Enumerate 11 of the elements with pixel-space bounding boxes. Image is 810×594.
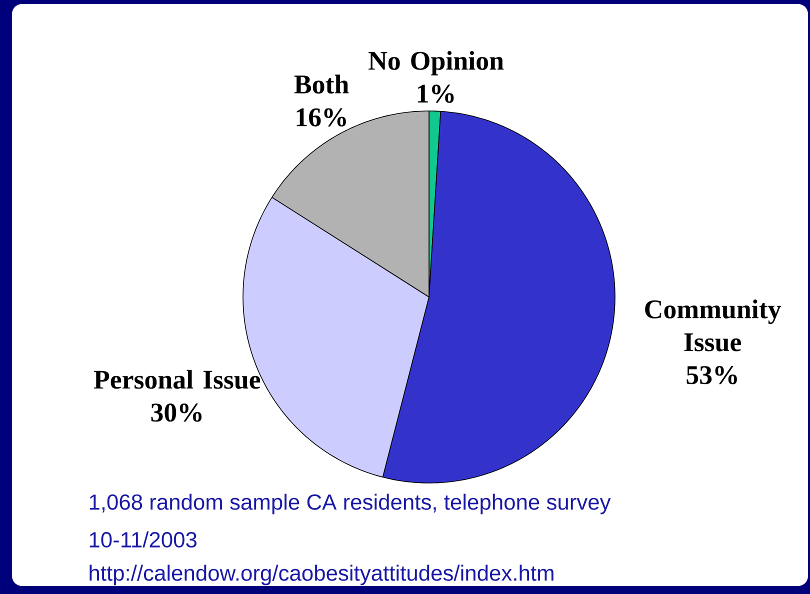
slice-label: Personal Issue [94, 370, 260, 389]
data-label: 30% [151, 404, 202, 422]
data-label: 53% [686, 366, 737, 384]
data-label: 1% [418, 84, 454, 103]
slice-label: No Opinion [368, 50, 504, 76]
slice-label: Community Issue [645, 299, 782, 352]
text: http://calendow.org/caobesityattitudes/index.htm [90, 564, 554, 586]
slice-label: Both [294, 74, 349, 94]
text: 1,068 random sample CA residents, telephone survey [90, 494, 611, 514]
data-label: 16% [296, 108, 346, 127]
text: 10-11/2003 [90, 531, 197, 548]
